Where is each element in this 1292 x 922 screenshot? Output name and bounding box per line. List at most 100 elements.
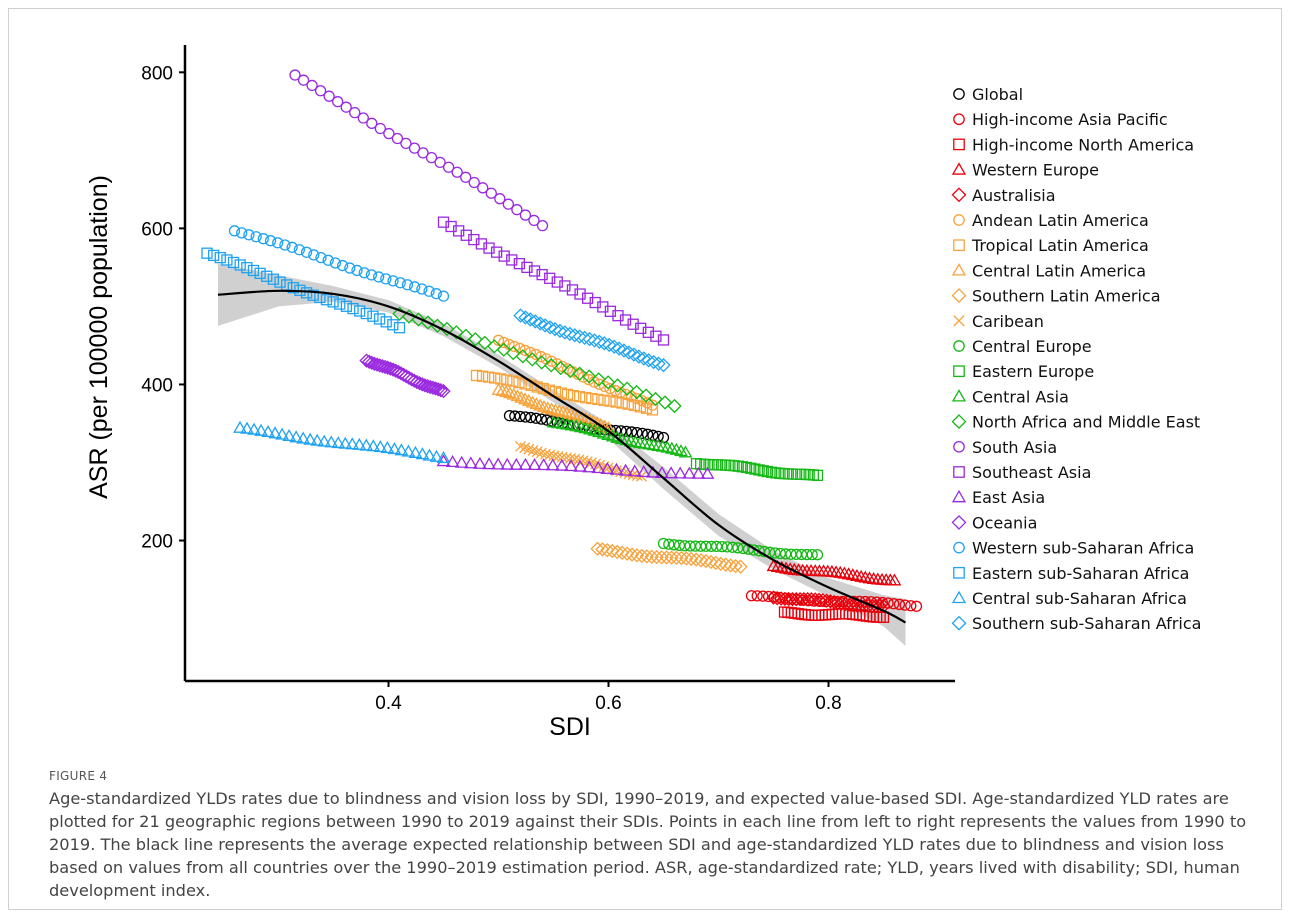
legend-label: Eastern Europe <box>972 362 1094 381</box>
data-point <box>620 425 632 438</box>
series-eastern-sub-saharan-africa <box>201 247 406 334</box>
data-point <box>607 339 622 354</box>
data-point <box>261 270 273 282</box>
data-point <box>508 340 521 353</box>
data-point <box>619 314 632 326</box>
tick-labels-layer: 0.4 0.6 0.8 200 400 600 800 <box>141 63 841 714</box>
data-point <box>369 357 385 372</box>
data-point <box>528 214 540 227</box>
data-point <box>536 268 548 281</box>
data-point <box>491 382 506 395</box>
data-point <box>439 321 455 337</box>
data-point <box>551 416 565 429</box>
data-point <box>408 445 423 458</box>
data-point <box>610 544 625 560</box>
data-point <box>416 283 428 295</box>
legend-item: Tropical Latin America <box>953 236 1149 255</box>
data-point <box>502 198 515 210</box>
data-point <box>518 392 532 405</box>
y-tick-label: 600 <box>141 219 173 240</box>
data-point <box>571 409 586 422</box>
data-point <box>641 353 656 368</box>
legend-item: North Africa and Middle East <box>951 413 1200 432</box>
data-point <box>354 305 366 317</box>
data-point <box>417 147 429 159</box>
data-point <box>809 609 821 621</box>
data-point <box>366 117 378 129</box>
data-point <box>310 433 325 446</box>
data-point <box>753 545 765 557</box>
legend-label: Oceania <box>972 513 1037 532</box>
data-point <box>639 549 654 564</box>
x-tick-label: 0.4 <box>375 693 402 714</box>
data-point <box>227 256 240 269</box>
data-point <box>445 455 460 468</box>
data-point <box>819 609 832 621</box>
data-point <box>417 378 433 393</box>
legend-marker <box>953 340 965 352</box>
data-point <box>563 407 578 420</box>
data-point <box>641 428 654 440</box>
legend-item: Western sub-Saharan Africa <box>953 539 1194 558</box>
legend-marker <box>953 566 965 579</box>
data-point <box>631 426 643 439</box>
data-point <box>582 331 597 347</box>
data-point <box>268 426 282 439</box>
data-point <box>635 322 647 334</box>
data-point <box>436 383 451 399</box>
data-point <box>374 122 386 135</box>
legend-item: Central Europe <box>953 337 1092 356</box>
y-tick-label: 800 <box>141 63 173 84</box>
data-point <box>394 443 409 456</box>
data-point <box>296 431 311 444</box>
data-point <box>324 435 339 448</box>
legend-label: Tropical Latin America <box>971 236 1149 255</box>
data-point <box>664 466 678 479</box>
data-point <box>778 606 791 618</box>
data-point <box>564 459 578 472</box>
data-point <box>513 308 528 323</box>
data-point <box>300 287 313 299</box>
data-point <box>535 447 547 459</box>
legend-label: North Africa and Middle East <box>972 413 1200 432</box>
data-point <box>521 261 533 273</box>
data-point <box>500 457 515 470</box>
data-point <box>574 288 586 300</box>
data-point <box>854 569 868 582</box>
data-point <box>533 398 548 411</box>
data-point <box>600 461 615 474</box>
data-point <box>306 79 318 92</box>
data-point <box>519 344 531 357</box>
data-point <box>644 549 659 564</box>
data-point <box>757 465 769 477</box>
data-point <box>391 132 404 145</box>
data-point <box>573 454 585 466</box>
legend-marker <box>953 440 965 453</box>
data-point <box>518 457 533 470</box>
data-point <box>629 384 644 400</box>
data-point <box>716 540 728 553</box>
data-point <box>243 229 255 241</box>
data-point <box>609 462 624 475</box>
data-point <box>519 411 532 423</box>
figure-caption: Age-standardized YLDs rates due to blind… <box>49 789 1247 900</box>
data-point <box>544 358 559 373</box>
data-point <box>506 345 521 361</box>
data-point <box>367 356 382 371</box>
data-point <box>510 389 525 402</box>
data-point <box>430 318 445 333</box>
series-central-sub-saharan-africa <box>233 420 451 464</box>
data-point <box>340 300 353 312</box>
legend-label: Western sub-Saharan Africa <box>972 539 1194 558</box>
data-point <box>749 463 761 475</box>
data-point <box>468 176 480 189</box>
data-point <box>233 420 247 433</box>
data-point <box>761 465 774 478</box>
data-point <box>523 312 538 327</box>
data-point <box>723 558 738 573</box>
data-point <box>619 381 635 396</box>
legend-item: Caribean <box>953 312 1044 331</box>
data-point <box>682 466 697 479</box>
data-point <box>646 404 659 416</box>
data-point <box>544 272 556 284</box>
